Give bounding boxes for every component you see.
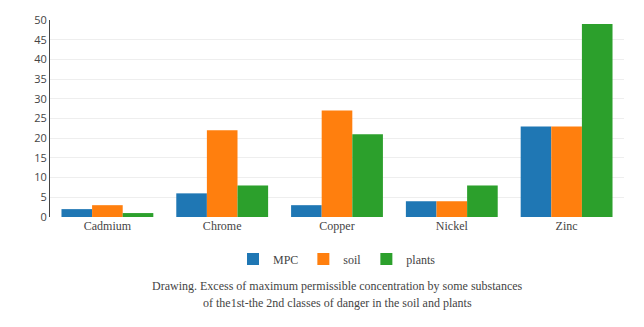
svg-text:plants: plants (406, 253, 435, 267)
svg-text:0: 0 (41, 209, 47, 224)
svg-text:MPC: MPC (273, 253, 298, 267)
svg-text:Drawing. Excess of maximum per: Drawing. Excess of maximum permissible c… (152, 279, 523, 293)
svg-text:of the1st-the 2nd classes of d: of the1st-the 2nd classes of danger in t… (203, 296, 472, 310)
svg-text:Chrome: Chrome (203, 219, 242, 233)
svg-text:Zinc: Zinc (556, 219, 578, 233)
svg-text:15: 15 (34, 150, 47, 165)
svg-text:soil: soil (343, 253, 361, 267)
svg-text:20: 20 (34, 130, 47, 145)
svg-text:10: 10 (34, 169, 47, 184)
svg-text:50: 50 (34, 12, 47, 27)
svg-text:Cadmium: Cadmium (84, 219, 132, 233)
svg-text:Copper: Copper (319, 219, 354, 233)
svg-text:Nickel: Nickel (436, 219, 469, 233)
svg-text:45: 45 (34, 32, 47, 47)
svg-text:5: 5 (41, 189, 47, 204)
svg-text:35: 35 (34, 71, 47, 86)
svg-text:30: 30 (34, 91, 47, 106)
svg-text:40: 40 (34, 51, 47, 66)
svg-text:25: 25 (34, 110, 47, 125)
